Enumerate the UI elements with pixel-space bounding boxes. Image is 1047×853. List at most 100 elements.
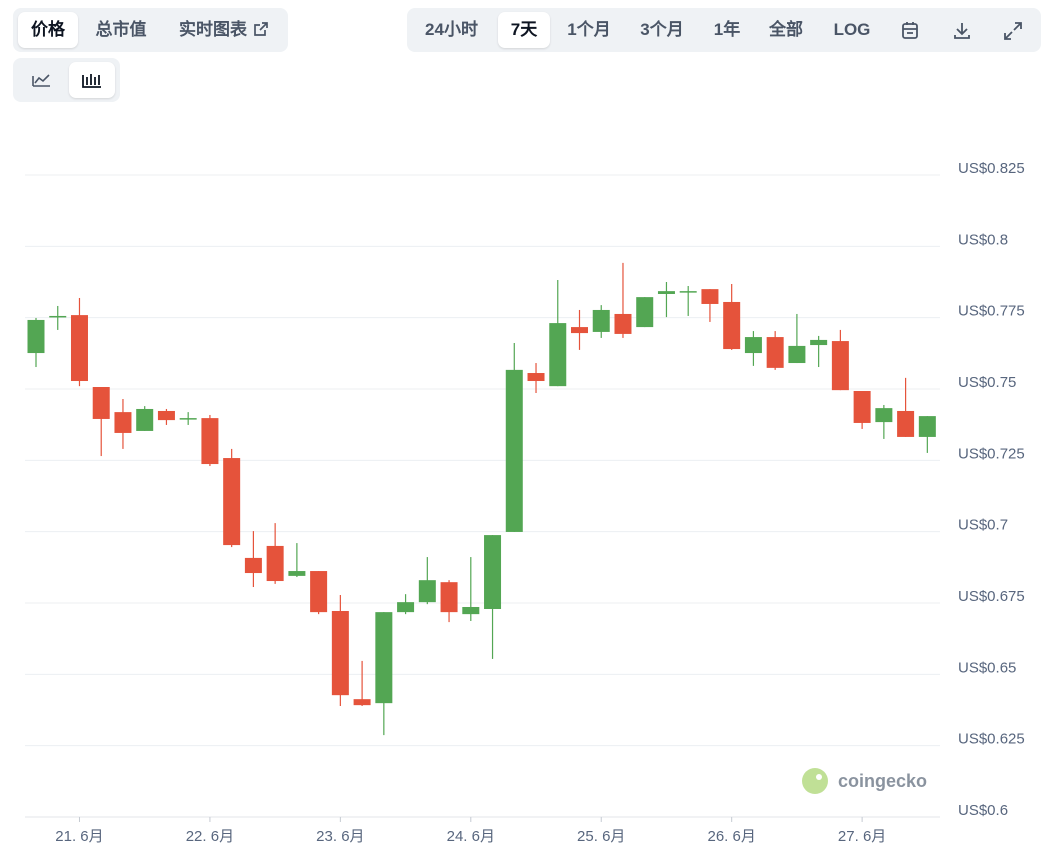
- candle: [201, 414, 219, 467]
- candle: [92, 387, 110, 457]
- candle: [418, 557, 436, 605]
- candle-body: [831, 341, 849, 391]
- candle: [353, 660, 371, 707]
- candle-view-button[interactable]: [69, 62, 115, 98]
- candle-body: [701, 289, 719, 304]
- candle-body: [70, 315, 88, 382]
- candle: [853, 390, 871, 429]
- candle: [701, 289, 719, 322]
- candle: [136, 406, 154, 431]
- range-button-label: 全部: [769, 20, 803, 39]
- candle-body: [527, 373, 545, 382]
- candle-body: [179, 418, 197, 420]
- candle-body: [897, 410, 915, 437]
- x-tick-label: 24. 6月: [447, 828, 495, 845]
- candle: [114, 398, 132, 449]
- candle: [549, 280, 567, 387]
- candle: [875, 404, 893, 439]
- candle: [179, 412, 197, 425]
- candle: [788, 313, 806, 364]
- candle-body: [788, 345, 806, 364]
- candle: [723, 283, 741, 350]
- range-button[interactable]: 3个月: [628, 12, 696, 48]
- calendar-icon[interactable]: [899, 20, 921, 42]
- candle: [571, 309, 588, 350]
- line-view-button[interactable]: [18, 62, 64, 98]
- candle: [744, 331, 762, 366]
- external-icon: [254, 22, 268, 36]
- candle-body: [723, 301, 741, 350]
- candle: [614, 262, 632, 338]
- candle-body: [288, 571, 306, 576]
- candle-body: [375, 612, 393, 704]
- y-tick-label: US$0.6: [958, 802, 1008, 819]
- candle: [223, 448, 241, 548]
- candle: [288, 543, 306, 578]
- candle: [810, 335, 828, 368]
- candle-body: [114, 412, 132, 433]
- x-tick-label: 26. 6月: [707, 828, 755, 845]
- candle: [679, 285, 697, 316]
- y-tick-label: US$0.7: [958, 517, 1008, 534]
- expand-icon[interactable]: [1002, 20, 1024, 42]
- y-tick-label: US$0.8: [958, 231, 1008, 248]
- candle-body: [505, 369, 523, 532]
- range-button[interactable]: 24小时: [413, 12, 490, 48]
- candle: [527, 363, 545, 393]
- candle-body: [331, 610, 349, 696]
- x-tick-label: 22. 6月: [186, 828, 234, 845]
- x-tick-label: 21. 6月: [55, 828, 103, 845]
- y-tick-label: US$0.75: [958, 374, 1016, 391]
- range-group: 24小时 7天 1个月 3个月 1年 全部 LOG: [407, 8, 1041, 52]
- candle-body: [223, 458, 241, 546]
- range-button-label: 1个月: [567, 20, 611, 39]
- candle-body: [657, 291, 675, 294]
- tab-button[interactable]: 实时图表: [165, 12, 283, 48]
- candle: [918, 416, 936, 453]
- tab-button[interactable]: 总市值: [81, 12, 161, 48]
- candle-icon: [82, 74, 101, 88]
- candle: [505, 343, 523, 532]
- tab-group: 价格 总市值 实时图表: [13, 8, 288, 52]
- tab-button-label: 实时图表: [179, 20, 247, 39]
- line-icon: [32, 74, 50, 87]
- candle-body: [766, 337, 784, 368]
- candle-body: [614, 313, 632, 334]
- candle-body: [92, 387, 110, 419]
- candle-body: [592, 309, 610, 332]
- candle-body: [636, 297, 654, 328]
- x-tick-label: 23. 6月: [316, 828, 364, 845]
- candle: [657, 282, 675, 318]
- range-button[interactable]: 7天: [498, 12, 550, 48]
- range-button[interactable]: LOG: [821, 12, 883, 48]
- candle-body: [679, 291, 697, 293]
- candle: [244, 531, 262, 588]
- candle-body: [853, 390, 871, 423]
- candle: [766, 331, 784, 370]
- candle-body: [397, 602, 415, 613]
- candle-body: [27, 319, 45, 354]
- candle-body: [744, 337, 762, 354]
- range-button[interactable]: 全部: [756, 12, 816, 48]
- candle: [397, 594, 415, 615]
- tab-button-label: 总市值: [95, 20, 147, 39]
- candle-body: [462, 606, 480, 615]
- candle-body: [353, 699, 371, 706]
- candle-body: [549, 323, 567, 387]
- candle: [440, 580, 458, 623]
- x-tick-label: 27. 6月: [838, 828, 886, 845]
- tab-button[interactable]: 价格: [18, 12, 78, 48]
- candle-body: [418, 580, 436, 603]
- download-icon[interactable]: [951, 20, 973, 42]
- candle-body: [875, 408, 893, 423]
- range-button[interactable]: 1个月: [555, 12, 623, 48]
- candle-body: [136, 408, 154, 431]
- range-button[interactable]: 1年: [703, 12, 751, 48]
- candle: [462, 557, 480, 621]
- candle-body: [310, 571, 328, 613]
- range-button-label: LOG: [833, 20, 871, 39]
- candle-body: [918, 416, 936, 437]
- y-tick-label: US$0.775: [958, 303, 1025, 320]
